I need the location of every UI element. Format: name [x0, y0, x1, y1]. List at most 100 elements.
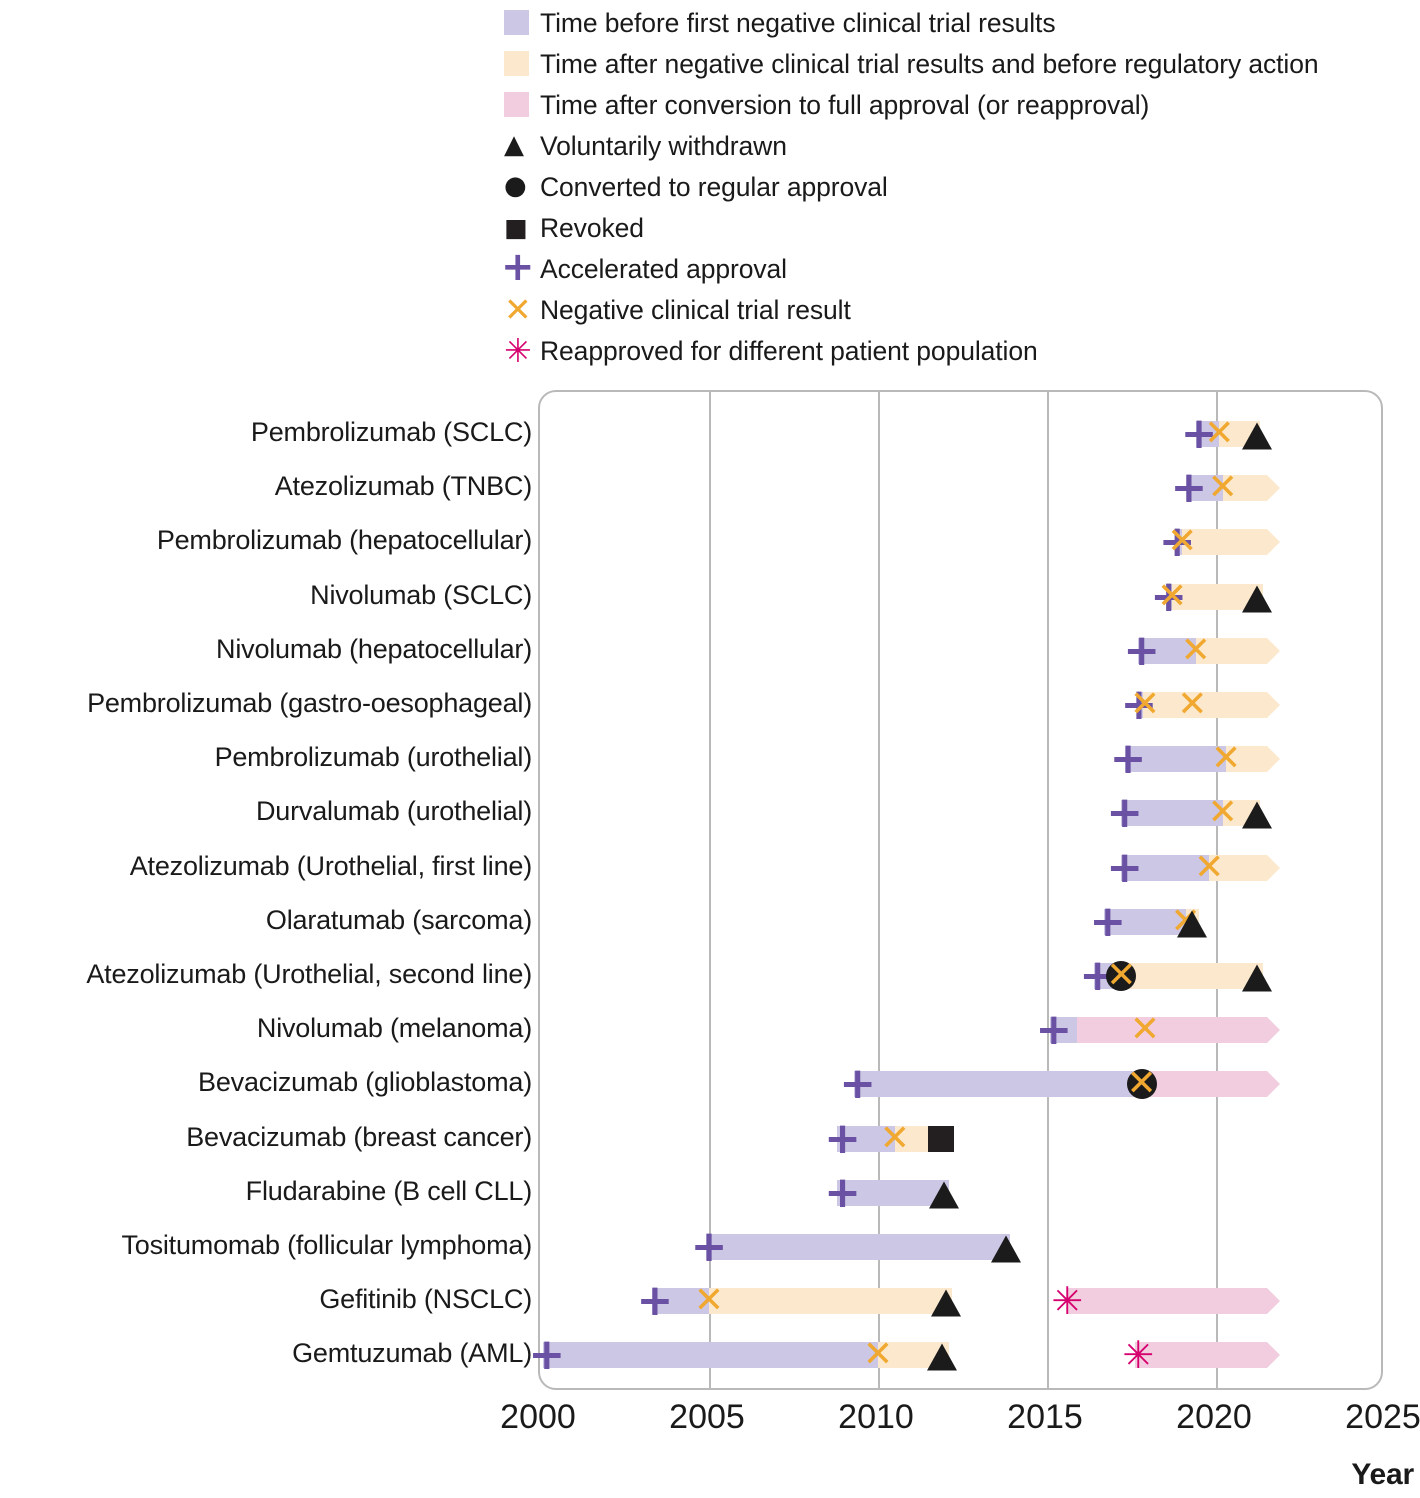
swatch-pink-box: [504, 92, 529, 117]
y-axis-label: Pembrolizumab (urothelial): [214, 742, 533, 773]
timeline-arrowhead: [1266, 1288, 1280, 1315]
timeline-segment-after_negative: [1124, 963, 1264, 989]
swatch-pink: [504, 90, 540, 120]
timeline-segment-before_negative: [1124, 746, 1227, 773]
legend-item: ✕ Negative clinical trial result: [0, 289, 1420, 330]
y-axis-labels: Pembrolizumab (SCLC) Atezolizumab (TNBC) P…: [0, 390, 1420, 1390]
legend-item-label: Time before first negative clinical tria…: [540, 7, 1056, 38]
y-axis-label: Atezolizumab (TNBC): [274, 471, 532, 502]
y-axis-label: Atezolizumab (Urothelial, first line): [129, 850, 532, 881]
timeline-segment-after_negative: [1209, 854, 1267, 881]
x-axis-tick-label: 2000: [500, 1398, 576, 1436]
timeline-segment-after_negative: [1182, 529, 1267, 556]
gridline-2010: [878, 392, 880, 1388]
timeline-arrowhead: [1266, 1017, 1280, 1044]
legend-item: ● Converted to regular approval: [0, 166, 1420, 207]
y-axis-label: Bevacizumab (glioblastoma): [198, 1067, 532, 1098]
timeline-segment-before_negative: [1175, 529, 1183, 556]
legend-item-label: Voluntarily withdrawn: [540, 130, 787, 161]
timeline-segment-before_negative: [1121, 854, 1210, 881]
timeline-segment-before_negative: [837, 1179, 949, 1206]
plus-icon: +: [501, 247, 540, 287]
timeline-segment-after_negative: [1195, 637, 1267, 664]
timeline-segment-after_full_approval: [1134, 1342, 1267, 1369]
y-axis-label: Durvalumab (urothelial): [255, 796, 532, 827]
timeline-segment-after_negative: [1185, 908, 1200, 935]
timeline-segment-after_negative: [1172, 583, 1264, 610]
legend-item-label: Converted to regular approval: [540, 171, 888, 202]
timeline-segment-before_negative: [1138, 692, 1144, 718]
timeline-segment-after_full_approval: [1067, 1288, 1267, 1315]
legend-item: + Accelerated approval: [0, 247, 1420, 289]
legend-item-label: Time after conversion to full approval (…: [540, 89, 1150, 120]
x-axis-tick-label: 2010: [838, 1398, 914, 1436]
legend-item: Time before first negative clinical tria…: [0, 2, 1420, 43]
timeline-segment-before_negative: [854, 1071, 1145, 1098]
y-axis-label: Gemtuzumab (AML): [292, 1338, 532, 1369]
y-axis-label: Bevacizumab (breast cancer): [186, 1121, 532, 1152]
legend-item: ✳ Reapproved for different patient popula…: [0, 330, 1420, 371]
timeline-segment-after_full_approval: [1077, 1017, 1267, 1044]
legend-item: ▲ Voluntarily withdrawn: [0, 125, 1420, 166]
x-axis-tick-label: 2020: [1176, 1398, 1252, 1436]
legend-item-label: Accelerated approval: [540, 253, 787, 284]
y-axis-label: Gefitinib (NSCLC): [319, 1284, 532, 1315]
y-axis-label: Nivolumab (melanoma): [256, 1013, 532, 1044]
timeline-segment-before_negative: [1104, 908, 1186, 935]
swatch-purple-box: [504, 10, 529, 35]
plot-area: + ✕ + ✕ + ✕ + ✕ + ✕ + ✕ ✕ + ✕ + ✕ + ✕ + ✕ + ✕ + ✕ + ✕ + ✕ + + + ✕ ✳ + ✕ ✳: [528, 390, 1383, 1390]
timeline-arrowhead: [1266, 637, 1280, 664]
y-axis-label: Tositumomab (follicular lymphoma): [121, 1230, 532, 1260]
timeline-segment-after_negative: [894, 1125, 943, 1152]
timeline-segment-after_negative: [1219, 421, 1260, 447]
timeline-arrowhead: [1266, 854, 1280, 881]
y-axis-label: Pembrolizumab (SCLC): [250, 417, 532, 447]
plot-series-host: + ✕ + ✕ + ✕ + ✕ + ✕ + ✕ ✕ + ✕ + ✕ + ✕ + ✕ + ✕ + ✕ + ✕ + ✕ + + + ✕ ✳ + ✕ ✳: [528, 392, 1381, 1388]
swatch-cream-box: [504, 51, 529, 76]
y-axis-label: Fludarabine (B cell CLL): [245, 1175, 533, 1206]
y-axis-label: Nivolumab (SCLC): [310, 579, 532, 610]
gridline-2005: [709, 392, 711, 1388]
timeline-segment-before_negative: [1185, 475, 1223, 502]
legend-item-label: Negative clinical trial result: [540, 294, 851, 325]
triangle-icon-glyph: ▲: [504, 130, 524, 160]
timeline-segment-after_negative: [1222, 800, 1260, 827]
swatch-cream: [504, 49, 540, 79]
gridline-2015: [1047, 392, 1049, 1388]
timeline-segment-before_negative: [1138, 637, 1196, 664]
timeline-segment-before_negative: [837, 1125, 895, 1152]
timeline-segment-after_negative: [1222, 475, 1267, 502]
chart-legend: Time before first negative clinical tria…: [0, 0, 1420, 371]
timeline-segment-before_negative: [1094, 963, 1125, 989]
y-axis-label: Pembrolizumab (gastro-oesophageal): [87, 688, 532, 718]
timeline-segment-before_negative: [705, 1234, 1010, 1260]
legend-item-label: Revoked: [540, 212, 644, 243]
legend-item: Time after conversion to full approval (…: [0, 84, 1420, 125]
timeline-segment-before_negative: [651, 1288, 709, 1315]
legend-item: ■ Revoked: [0, 207, 1420, 248]
x-axis-title: Year: [1351, 1458, 1414, 1491]
timeline-segment-after_negative: [878, 1342, 949, 1369]
timeline-arrowhead: [1266, 529, 1280, 556]
x-axis-tick-label: 2025: [1345, 1398, 1420, 1436]
gridline-2020: [1216, 392, 1218, 1388]
square-icon-glyph: ■: [504, 213, 528, 242]
star-x-icon: ✳: [504, 334, 540, 367]
y-axis-label: Atezolizumab (Urothelial, second line): [86, 959, 532, 989]
y-axis-label: Pembrolizumab (hepatocellular): [156, 525, 532, 556]
circle-icon-glyph: ●: [504, 171, 527, 201]
triangle-icon: ▲: [504, 131, 540, 161]
timeline-arrowhead: [1266, 746, 1280, 773]
timeline-segment-after_full_approval: [1145, 1071, 1267, 1098]
x-axis-tick-label: 2005: [669, 1398, 745, 1436]
x-icon-glyph: ✕: [504, 290, 532, 329]
timeline-segment-after_negative: [709, 1288, 953, 1315]
circle-icon: ●: [504, 172, 540, 202]
x-axis-tick-label: 2015: [1007, 1398, 1083, 1436]
timeline-segment-before_negative: [1195, 421, 1220, 447]
timeline-segment-before_negative: [1050, 1017, 1078, 1044]
timeline-arrowhead: [1266, 692, 1280, 718]
timeline-segment-before_negative: [1121, 800, 1223, 827]
legend-item: Time after negative clinical trial resul…: [0, 43, 1420, 84]
y-axis-label: Olaratumab (sarcoma): [265, 904, 532, 935]
